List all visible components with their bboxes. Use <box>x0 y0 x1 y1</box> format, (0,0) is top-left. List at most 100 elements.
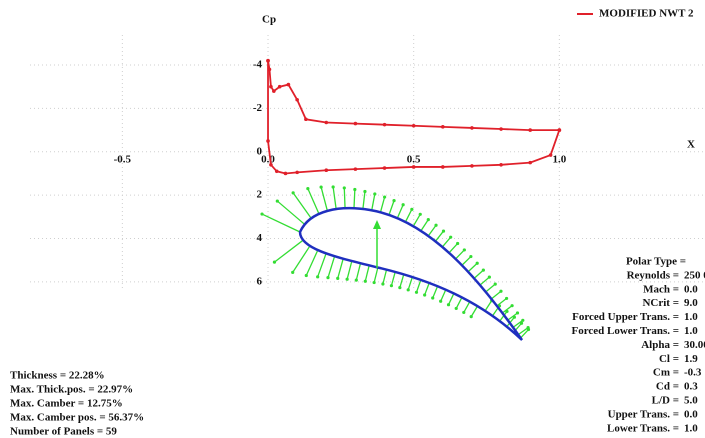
pressure-arrow-head <box>304 273 308 278</box>
info-line: Number of Panels = 59 <box>10 426 117 438</box>
pressure-arrow-head <box>515 311 520 315</box>
geometry-info: Thickness = 22.28% Max. Thick.pos. = 22.9… <box>10 370 144 438</box>
pressure-arrow <box>337 258 344 279</box>
pressure-arrow <box>388 200 395 216</box>
plot: -0.5 0.0 0.5 1.0 -4 -2 0 2 4 6 <box>114 59 567 288</box>
pressure-arrow-head <box>418 212 422 216</box>
pressure-arrow-head <box>426 218 430 222</box>
pressure-arrow-head <box>434 223 438 227</box>
polar-label: Cm = <box>653 367 679 379</box>
cp-point <box>353 121 358 126</box>
cp-point <box>470 126 474 130</box>
cp-point <box>286 82 291 87</box>
y-tick-label: 6 <box>257 275 263 287</box>
pressure-arrow-head <box>475 261 479 265</box>
pressure-arrow-head <box>373 192 377 196</box>
pressure-arrow <box>307 188 320 215</box>
polar-value: 1.0 <box>684 325 698 337</box>
pressure-arrow <box>434 230 445 242</box>
pressure-arrow <box>317 253 327 278</box>
pressure-arrow-head <box>431 296 435 300</box>
pressure-arrow-head <box>389 284 394 288</box>
legend: MODIFIED NWT 2 <box>577 8 694 20</box>
pressure-arrow <box>274 239 304 263</box>
cp-point <box>499 127 503 131</box>
pressure-arrow <box>440 289 447 302</box>
pressure-arrow-head <box>439 299 443 303</box>
pressure-arrow-head <box>526 327 531 332</box>
pressure-arrow <box>364 265 370 282</box>
info-line: Max. Camber = 12.75% <box>10 398 123 410</box>
pressure-arrow <box>424 282 430 296</box>
pressure-arrow <box>371 193 376 211</box>
pressure-arrow <box>502 305 513 314</box>
y-tick-label: 2 <box>257 189 263 201</box>
cp-point <box>283 171 288 176</box>
pressure-arrow <box>427 224 437 237</box>
cp-point <box>441 165 445 169</box>
polar-value: 250 0 <box>684 269 705 281</box>
pressure-arrow <box>455 249 465 260</box>
pressure-arrow-head <box>504 296 509 301</box>
polar-value: 9.0 <box>684 297 698 309</box>
pressure-arrow-head <box>449 235 453 239</box>
polar-label: Forced Lower Trans. = <box>571 325 679 337</box>
pressure-arrow-head <box>521 318 525 322</box>
polar-label: NCrit = <box>642 297 679 309</box>
pressure-arrow-head <box>363 189 367 194</box>
pressure-arrow-head <box>454 306 458 311</box>
pressure-arrow-head <box>406 288 410 292</box>
pressure-arrow-head <box>326 276 330 280</box>
polar-value: 1.0 <box>684 311 698 323</box>
polar-label: Alpha = <box>641 339 679 351</box>
pressure-arrow <box>512 319 524 328</box>
cp-point <box>411 165 416 169</box>
polar-value: -0.3 <box>684 367 702 379</box>
polar-label: Upper Trans. = <box>608 408 679 420</box>
pressure-arrow-head <box>410 207 414 211</box>
pressure-arrow <box>327 256 336 278</box>
pressure-arrow <box>485 283 496 293</box>
lift-arrow-head <box>373 220 381 229</box>
polar-label: Mach = <box>643 283 679 295</box>
pressure-arrow <box>355 263 362 281</box>
cp-point <box>382 122 387 127</box>
pressure-arrow <box>353 189 356 209</box>
pressure-arrow <box>463 301 471 313</box>
pressure-arrow-head <box>291 191 295 195</box>
pressure-arrow-head <box>423 293 427 297</box>
pressure-arrow-head <box>519 321 524 325</box>
pressure-arrow-head <box>469 315 473 319</box>
pressure-arrow-head <box>512 315 516 319</box>
pressure-arrow <box>343 187 346 209</box>
y-tick-label: -2 <box>253 102 263 114</box>
legend-label: MODIFIED NWT 2 <box>599 8 694 20</box>
polar-label: L/D = <box>652 395 679 407</box>
pressure-arrow <box>519 329 529 339</box>
pressure-arrow <box>461 256 472 266</box>
pressure-arrow-head <box>469 254 473 259</box>
pressure-arrow <box>432 285 439 299</box>
cp-point <box>269 162 273 167</box>
pressure-arrow <box>441 236 452 248</box>
pressure-arrow-head <box>342 186 346 190</box>
polar-label: Cd = <box>656 381 679 393</box>
pressure-arrow <box>415 279 422 293</box>
pressure-arrow <box>305 249 319 276</box>
pressure-arrow <box>390 271 396 286</box>
polar-value: 30.00 <box>684 339 705 351</box>
pressure-arrow <box>320 186 329 212</box>
polar-value: 5.0 <box>684 395 698 407</box>
info-line: Max. Camber pos. = 56.37% <box>10 412 144 424</box>
cp-point <box>557 128 562 132</box>
cp-point <box>304 117 308 122</box>
pressure-arrow <box>404 209 413 223</box>
x-tick-label: 0.5 <box>407 153 421 165</box>
pressure-arrow <box>382 269 388 285</box>
pressure-arrow-head <box>331 185 335 189</box>
cp-point <box>382 166 387 170</box>
pressure-arrow <box>346 260 353 280</box>
pressure-arrow <box>373 267 379 283</box>
cp-point <box>266 58 270 63</box>
pressure-arrow-head <box>441 229 446 233</box>
